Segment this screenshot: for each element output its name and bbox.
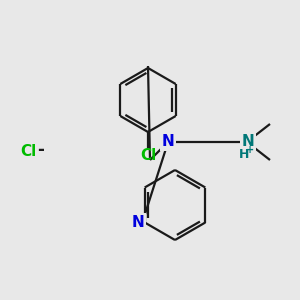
- Text: N: N: [131, 215, 144, 230]
- Text: -: -: [38, 141, 44, 159]
- Text: H: H: [239, 148, 249, 160]
- Text: +: +: [246, 145, 254, 155]
- Text: N: N: [242, 134, 254, 149]
- Text: Cl: Cl: [140, 148, 156, 163]
- Text: N: N: [162, 134, 174, 149]
- Text: Cl: Cl: [20, 145, 36, 160]
